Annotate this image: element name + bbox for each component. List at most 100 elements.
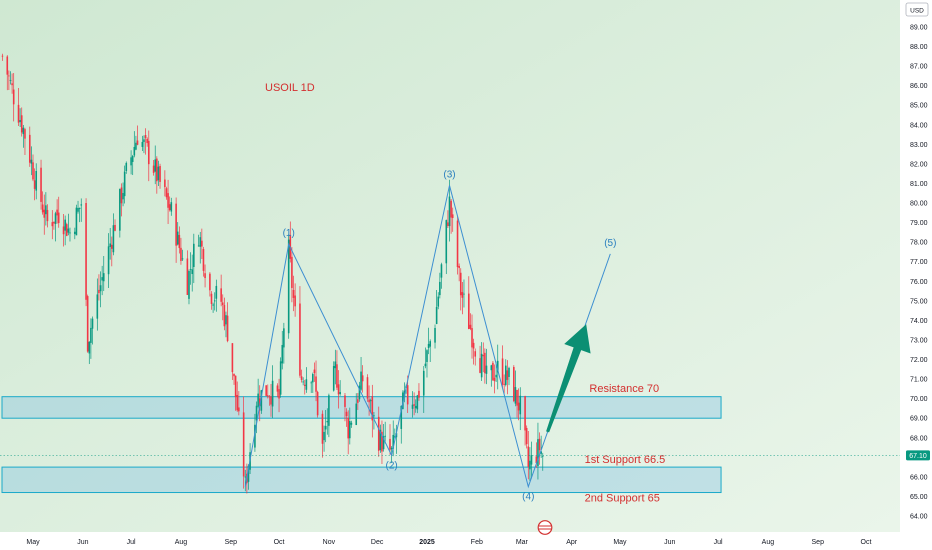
time-axis[interactable]: May Jun Jul Aug Sep Oct Nov Dec 2025 Feb Mar Apr May… — [26, 539, 871, 546]
candle-body — [51, 222, 54, 227]
candles-layer — [0, 53, 900, 494]
candle-body — [186, 258, 189, 295]
bullish-arrow — [546, 324, 591, 433]
candle-body — [204, 273, 206, 279]
candle-body — [266, 395, 269, 397]
candle-body — [167, 193, 169, 208]
plot-background — [0, 0, 900, 532]
candle-body — [41, 204, 44, 213]
candle-body — [530, 455, 533, 465]
candle-body — [355, 403, 358, 426]
candle-body — [260, 390, 263, 411]
price-axis[interactable]: 64.0065.0066.0067.0068.0069.0070.0071.00… — [906, 25, 930, 521]
candle-body — [503, 383, 505, 385]
y-tick-label: 78.00 — [910, 240, 928, 247]
candle-body — [524, 396, 526, 431]
candle-body — [178, 234, 181, 249]
x-tick-label: Sep — [812, 539, 825, 546]
price-axis-background — [900, 0, 932, 532]
candle-body — [299, 303, 301, 376]
candle-body — [535, 456, 538, 464]
candle-body — [303, 384, 306, 386]
support-zone — [1, 466, 722, 494]
y-tick-label: 66.00 — [910, 474, 928, 481]
candle-body — [434, 327, 436, 343]
waves-layer: (1) (2) (3) (4) (5) — [244, 169, 616, 503]
candle-body — [22, 127, 25, 135]
candle-body — [538, 438, 541, 451]
candle-body — [201, 240, 203, 247]
candle-body — [480, 353, 483, 378]
elliott-wave-label: (3) — [443, 169, 455, 180]
candle-body — [323, 431, 325, 441]
candle-body — [88, 341, 91, 354]
candle-body — [294, 295, 296, 307]
candle-body — [265, 385, 267, 396]
last-price-label: 67.10 — [909, 453, 927, 460]
candle-body — [440, 264, 443, 278]
candle-body — [8, 75, 10, 77]
candle-body — [445, 220, 448, 264]
candle-body — [233, 373, 235, 377]
candle-body — [156, 158, 158, 182]
candle-body — [389, 438, 391, 450]
candle-body — [157, 166, 160, 181]
y-tick-label: 88.00 — [910, 44, 928, 51]
elliott-wave-label: (2) — [385, 460, 397, 471]
candle-body — [479, 358, 481, 373]
candle-body — [300, 376, 303, 380]
candle-body — [168, 204, 171, 211]
y-tick-label: 77.00 — [910, 259, 928, 266]
candle-body — [382, 436, 385, 450]
elliott-wave-label: (1) — [283, 228, 295, 239]
candle-body — [152, 165, 155, 173]
currency-box[interactable] — [905, 2, 929, 17]
candle-body — [426, 350, 428, 362]
candle-body — [74, 231, 76, 234]
candle-body — [257, 393, 259, 407]
candle-body — [316, 391, 319, 416]
candle-body — [422, 370, 425, 396]
candle-body — [209, 273, 211, 291]
candle-body — [384, 435, 386, 437]
candle-body — [33, 180, 36, 189]
candle-body — [406, 385, 409, 405]
candle-body — [213, 300, 216, 302]
candle-body — [175, 203, 177, 246]
candle-body — [540, 451, 542, 454]
candle-body — [247, 465, 250, 482]
candle-body — [344, 395, 346, 407]
candle-body — [328, 395, 330, 426]
y-tick-label: 86.00 — [910, 83, 928, 90]
candle-body — [165, 188, 168, 198]
candle-body — [332, 366, 335, 391]
candle-body — [506, 370, 509, 380]
candle-body — [315, 376, 317, 392]
candle-body — [270, 396, 272, 405]
candle-body — [418, 390, 420, 398]
candle-body — [110, 244, 113, 249]
candle-body — [75, 207, 78, 236]
candle-body — [513, 366, 515, 402]
candle-body — [287, 239, 290, 334]
candle-body — [435, 306, 438, 325]
candle-body — [358, 385, 361, 400]
candle-body — [437, 296, 440, 307]
candle-body — [279, 361, 282, 395]
candle-body — [53, 221, 55, 224]
candle-body — [6, 56, 9, 75]
candle-body — [9, 79, 12, 81]
y-tick-label: 89.00 — [910, 25, 928, 32]
candle-body — [271, 380, 274, 407]
candle-body — [102, 273, 105, 282]
candle-body — [485, 365, 488, 374]
candle-body — [176, 231, 179, 245]
candle-body — [313, 369, 316, 374]
candle-body — [212, 304, 214, 306]
candle-body — [80, 204, 83, 206]
candle-body — [361, 375, 364, 382]
candle-body — [144, 135, 147, 138]
resistance-zone-label: Resistance 70 — [589, 383, 659, 395]
candle-body — [472, 342, 475, 349]
